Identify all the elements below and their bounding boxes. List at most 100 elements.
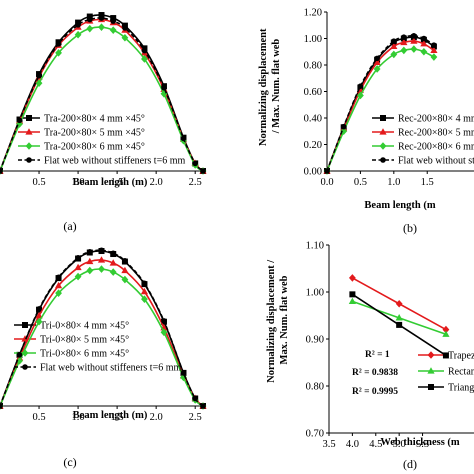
y-tick-label-b: 1.00: [304, 34, 322, 45]
data-point-b-1: [410, 37, 418, 44]
data-point-a-3: [98, 15, 105, 21]
data-point-c-3: [200, 403, 206, 409]
data-point-a-2: [98, 23, 105, 31]
x-tick-label-a: 1.5: [111, 177, 124, 188]
data-point-b-1: [373, 58, 381, 65]
data-point-b-3: [421, 35, 427, 42]
chart-panel-a: 0.5 1.0 1.5 2.0 2.5 Tra-200×80× 4 mm ×45° Tra-…: [0, 12, 207, 233]
data-point-a-0: [86, 13, 93, 20]
data-point-c-3: [86, 248, 93, 255]
data-point-a-0: [110, 15, 117, 22]
data-point-b-3: [401, 34, 407, 40]
chart-panel-b: 0.0 0.5 1.0 1.5 0.00 0.20 0.40 0.60 0.80 1.00 1.20…: [258, 8, 474, 235]
data-point-b-2: [430, 53, 438, 61]
data-point-a-0: [98, 12, 105, 19]
legend-entry-c-1: Tri-0×80× 5 mm ×45°: [40, 335, 129, 346]
x-tick-label-a: 2.5: [189, 177, 202, 188]
data-point-c-1: [86, 257, 94, 265]
data-point-c-2: [86, 266, 94, 275]
data-point-b-2: [400, 46, 408, 55]
data-point-c-3: [192, 395, 198, 402]
data-point-c-3: [180, 370, 187, 376]
y-tick-label-b: 0.80: [304, 61, 322, 72]
legend-entry-b-0: Rec-200×80× 4 mm ×45°: [398, 114, 474, 125]
y-tick-label-d: 1.00: [306, 288, 324, 299]
data-point-b-2: [410, 45, 418, 53]
legend-marker-d-1: [427, 367, 435, 374]
data-point-d-2: [396, 321, 403, 328]
r-squared-annotation-0: R² = 1: [365, 350, 390, 360]
data-point-c-1: [97, 256, 106, 263]
plot-area-c: 0.5 1.0 1.5 2.0 2.5 Tri-0×80× 4 mm ×45° Tri-0×…: [0, 247, 207, 423]
data-point-c-3: [161, 318, 167, 324]
x-tick-label-a: 1.0: [72, 177, 85, 188]
data-point-a-3: [0, 168, 3, 174]
x-tick-label-c: 0.5: [32, 412, 45, 423]
x-tick-label-b: 1.0: [387, 177, 400, 188]
legend-marker-a-0: [26, 115, 32, 121]
data-point-c-1: [74, 263, 82, 271]
data-point-d-0: [348, 274, 356, 282]
x-tick-label-d: 5.5: [416, 439, 429, 450]
plot-area-d: 3.5 4.0 4.5 5.0 5.5 0.70 0.80 0.90 1.00 1.10 Trape…: [306, 241, 474, 450]
data-point-b-3: [357, 83, 364, 89]
x-tick-label-b: 1.5: [421, 177, 434, 188]
y-axis-label-d-line2: Max. Num. flat web: [279, 275, 290, 364]
data-point-c-3: [16, 352, 23, 358]
data-point-c-3: [36, 306, 42, 312]
legend-entry-a-2: Tra-200×80× 6 mm ×45°: [44, 142, 145, 153]
data-point-b-2: [357, 91, 364, 100]
data-point-b-2: [373, 65, 381, 73]
x-axis-label-c: Beam length (m): [73, 410, 148, 421]
series-line-a-3: [0, 17, 204, 172]
y-tick-label-b: 0.20: [304, 140, 322, 151]
y-axis-label-b-line2: / Max. Num. flat web: [271, 39, 282, 135]
data-point-c-2: [16, 357, 23, 365]
x-axis-label-a: Beam length (m): [73, 177, 148, 188]
data-point-c-2: [109, 268, 117, 276]
data-point-c-2: [121, 275, 129, 284]
data-point-c-2: [98, 265, 105, 273]
data-point-c-3: [0, 403, 3, 409]
plot-area-b: 0.0 0.5 1.0 1.5 0.00 0.20 0.40 0.60 0.80 1.00 1.20…: [304, 8, 474, 188]
data-point-a-3: [180, 135, 187, 142]
y-tick-label-b: 0.00: [304, 167, 322, 178]
data-point-d-1: [348, 297, 356, 304]
legend-marker-c-1: [21, 335, 29, 342]
data-point-a-2: [74, 30, 82, 39]
r-squared-annotation-1: R² = 0.9838: [352, 368, 398, 378]
data-point-a-3: [122, 25, 128, 31]
panel-label-c: (c): [63, 455, 76, 469]
x-axis-label-d: Web thickness (m: [380, 437, 460, 448]
data-point-a-2: [160, 89, 168, 98]
x-tick-label-d: 4.5: [369, 439, 382, 450]
data-point-d-2: [349, 291, 356, 298]
x-tick-label-d: 4.0: [346, 439, 359, 450]
series-line-b-2: [326, 48, 435, 172]
data-point-c-3: [75, 254, 81, 261]
data-point-c-1: [121, 266, 129, 274]
chart-panel-c: 0.5 1.0 1.5 2.0 2.5 Tri-0×80× 4 mm ×45° Tri-0×…: [0, 247, 207, 469]
data-point-c-3: [122, 257, 128, 264]
data-point-b-3: [324, 168, 330, 174]
plot-area-a: 0.5 1.0 1.5 2.0 2.5 Tra-200×80× 4 mm ×45° Tra-…: [0, 12, 207, 188]
x-tick-label-d: 3.5: [322, 439, 335, 450]
data-point-b-3: [391, 38, 397, 44]
y-axis-label-d-line1: Normalizing displacement /: [266, 259, 277, 383]
series-line-c-1: [0, 259, 204, 407]
legend-entry-c-2: Tri-0×80× 6 mm ×45°: [40, 349, 129, 360]
x-tick-label-c: 1.5: [111, 412, 124, 423]
legend-marker-a-2: [25, 142, 33, 150]
data-point-b-3: [431, 42, 437, 48]
legend-marker-c-3: [22, 364, 28, 370]
y-axis-label-b: Normalizing displacement / Max. Num. fla…: [258, 26, 282, 146]
data-point-c-2: [141, 295, 148, 303]
legend-entry-b-3: Flat web without stiffeners t=6 mm: [398, 156, 474, 167]
data-point-a-2: [35, 79, 43, 87]
data-point-a-3: [200, 168, 206, 174]
x-tick-label-c: 1.0: [72, 412, 85, 423]
data-point-c-2: [160, 328, 168, 337]
y-tick-label-d: 0.70: [306, 429, 324, 440]
x-tick-label-b: 0.5: [354, 177, 367, 188]
